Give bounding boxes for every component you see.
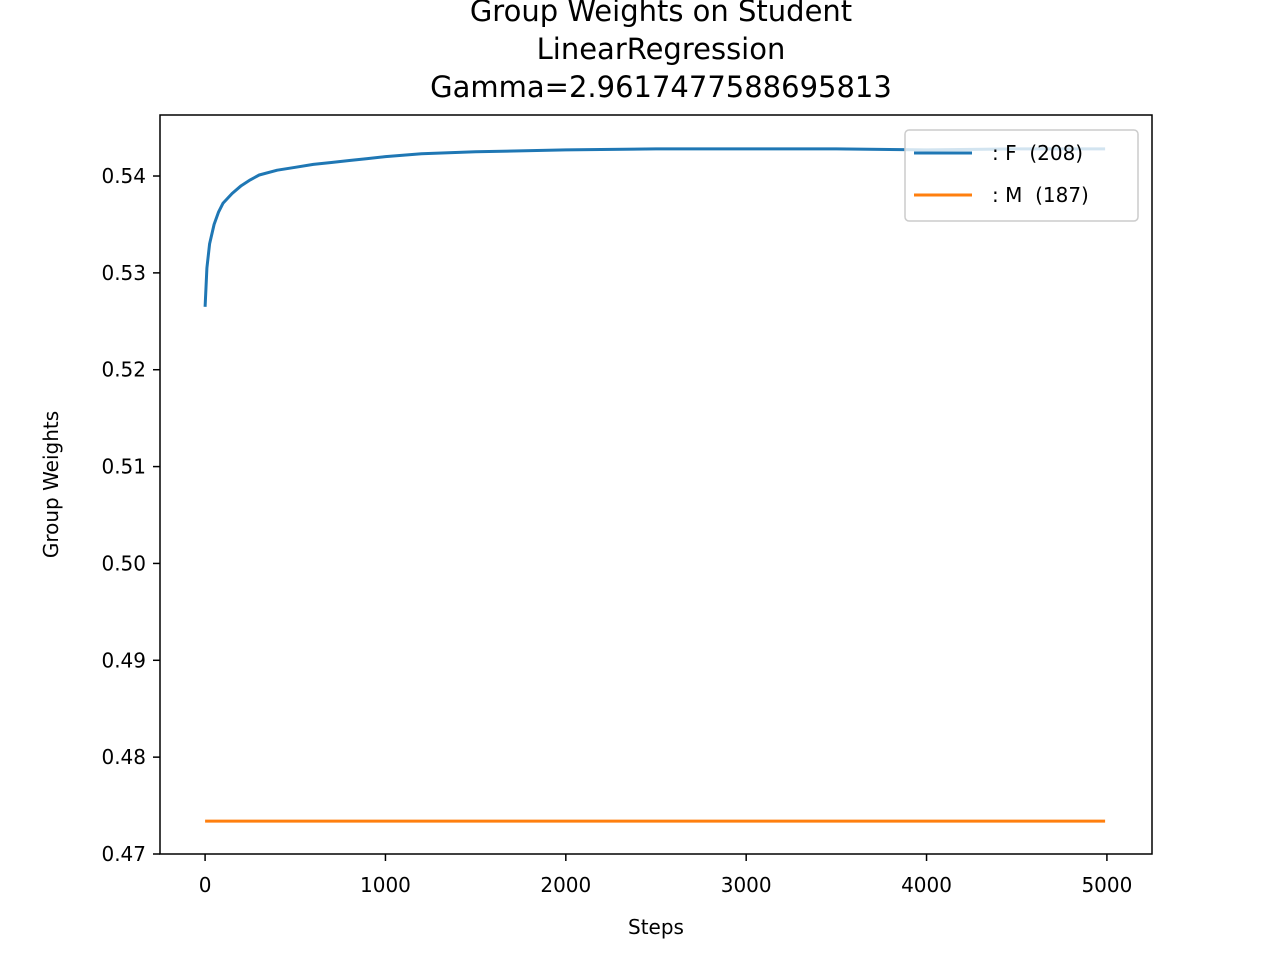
x-tick-label: 5000 [1081,873,1132,897]
y-tick-label: 0.48 [101,745,146,769]
x-tick-label: 1000 [360,873,411,897]
x-tick-label: 3000 [721,873,772,897]
chart-title: Group Weights on Student LinearRegression… [430,0,892,104]
series-lines [203,147,1106,823]
x-tick-label: 0 [199,873,212,897]
x-tick-label: 4000 [901,873,952,897]
x-axis-ticks: 0 1000 2000 3000 4000 5000 [199,854,1132,897]
y-tick-label: 0.53 [101,261,146,285]
title-line: LinearRegression [537,32,786,66]
legend-label: : M (187) [992,183,1089,207]
legend: : F (208) : M (187) [904,129,1139,222]
title-line: Group Weights on Student [470,0,852,28]
y-axis-label: Group Weights [39,411,63,558]
y-tick-label: 0.52 [101,358,146,382]
x-tick-label: 2000 [540,873,591,897]
y-tick-label: 0.50 [101,551,146,575]
y-tick-label: 0.54 [101,164,146,188]
series-line-0 [203,147,1106,307]
y-tick-label: 0.51 [101,455,146,479]
legend-label: : F (208) [992,141,1083,165]
y-axis-ticks: 0.47 0.48 0.49 0.50 0.51 0.52 0.53 0.54 [101,164,160,866]
x-axis-label: Steps [628,915,684,939]
plot-frame [159,114,1153,855]
y-tick-label: 0.49 [101,648,146,672]
y-tick-label: 0.47 [101,842,146,866]
title-line: Gamma=2.9617477588695813 [430,70,892,104]
